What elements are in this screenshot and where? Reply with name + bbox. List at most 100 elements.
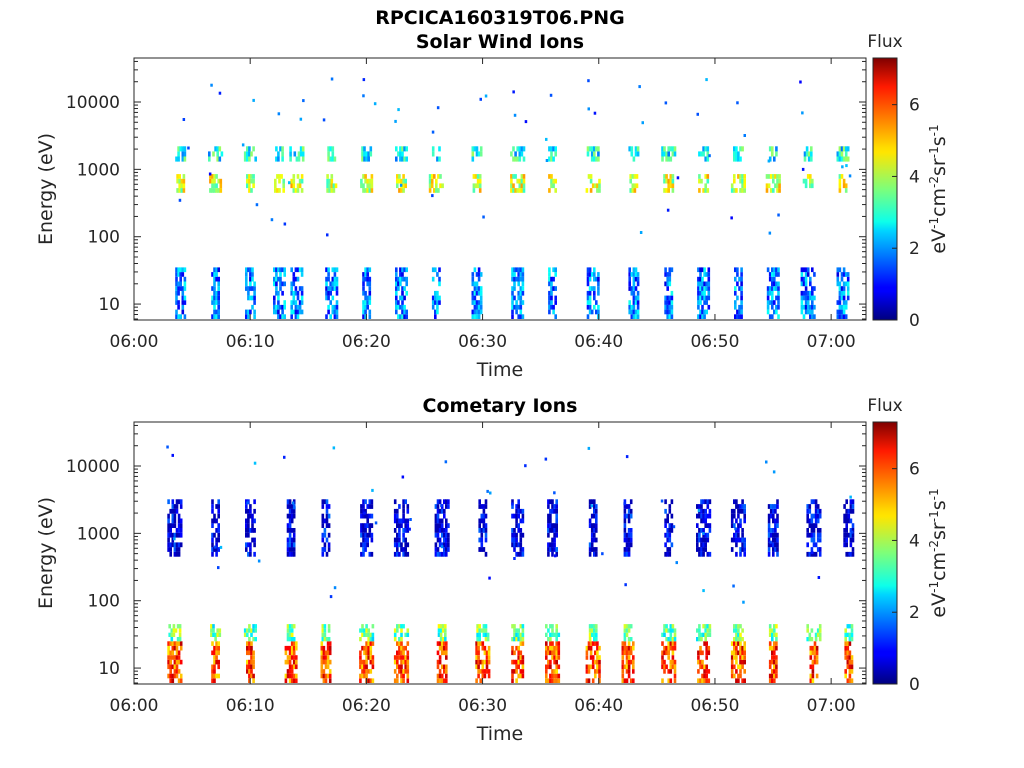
spectrogram-cell [547, 518, 550, 524]
spectrogram-cell [182, 183, 186, 189]
spectrogram-cell [627, 542, 631, 548]
spectrogram-cell [439, 637, 443, 642]
spectrogram-cell [769, 532, 773, 538]
spectrogram-cell [735, 624, 738, 629]
spectrogram-cell [836, 151, 840, 157]
spectrogram-cell [842, 286, 846, 291]
spectrogram-cell [298, 178, 302, 184]
spectrogram-cell [816, 628, 820, 633]
spectrogram-cell [555, 523, 558, 528]
spectrogram-cell [703, 267, 706, 273]
spectrogram-cell [736, 267, 739, 273]
spectrogram-cell [249, 295, 252, 301]
spectrogram-cell [699, 314, 702, 319]
spectrogram-cell [549, 523, 552, 528]
spectrogram-cell [373, 102, 377, 106]
spectrogram-cell [593, 151, 596, 157]
spectrogram-cell [813, 650, 817, 656]
spectrogram-cell [598, 669, 601, 674]
spectrogram-cell [326, 641, 330, 646]
spectrogram-cell [595, 523, 598, 528]
spectrogram-cell [175, 528, 179, 533]
spectrogram-cell [766, 304, 770, 310]
spectrogram-cell [213, 276, 216, 282]
spectrogram-cell [704, 542, 707, 548]
spectrogram-cell [370, 551, 374, 557]
spectrogram-cell [588, 542, 592, 548]
spectrogram-cell [284, 650, 288, 656]
spectrogram-cell [369, 655, 373, 660]
spectrogram-cell [322, 655, 326, 660]
spectrogram-cell [248, 183, 251, 189]
spectrogram-cell [177, 650, 181, 656]
spectrogram-cell [551, 551, 554, 557]
spectrogram-cell [440, 673, 444, 679]
spectrogram-cell [844, 281, 848, 287]
spectrogram-cell [671, 641, 675, 646]
spectrogram-cell [213, 188, 216, 193]
spectrogram-cell [243, 628, 247, 633]
spectrogram-cell [295, 645, 298, 651]
spectrogram-cell [708, 528, 712, 533]
spectrogram-cell [436, 272, 439, 277]
spectrogram-cell [811, 309, 814, 315]
spectrogram-cell [484, 537, 488, 543]
spectrogram-cell [275, 146, 278, 152]
spectrogram-cell [333, 314, 337, 319]
spectrogram-cell [806, 174, 810, 179]
spectrogram-cell [397, 304, 400, 310]
spectrogram-cell [700, 551, 703, 557]
spectrogram-cell [250, 669, 253, 674]
spectrogram-cell [517, 523, 520, 528]
spectrogram-cell [292, 174, 296, 179]
spectrogram-cell [673, 664, 677, 670]
spectrogram-cell [846, 290, 850, 296]
spectrogram-cell [294, 276, 298, 282]
spectrogram-cell [183, 156, 187, 162]
spectrogram-cell [803, 156, 807, 162]
spectrogram-cell [849, 542, 853, 548]
spectrogram-cell [406, 669, 410, 674]
spectrogram-cell [636, 314, 640, 319]
spectrogram-cell [283, 314, 286, 319]
spectrogram-cell [623, 502, 626, 506]
spectrogram-cell [396, 664, 399, 670]
spectrogram-cell [669, 174, 673, 179]
spectrogram-cell [849, 528, 853, 533]
spectrogram-cell [774, 547, 777, 552]
spectrogram-cell [629, 542, 633, 548]
spectrogram-cell [175, 276, 178, 282]
spectrogram-cell [487, 650, 491, 656]
spectrogram-cell [326, 178, 329, 184]
spectrogram-cell [548, 290, 551, 296]
spectrogram-cell [775, 146, 778, 152]
spectrogram-cell [169, 664, 172, 670]
spectrogram-cell [361, 146, 364, 152]
spectrogram-cell [253, 551, 256, 557]
spectrogram-cell [284, 659, 288, 665]
spectrogram-cell [737, 504, 740, 509]
spectrogram-cell [250, 178, 253, 184]
spectrogram-cell [403, 314, 406, 319]
spectrogram-cell [210, 83, 213, 87]
spectrogram-cell [627, 641, 631, 646]
spectrogram-cell [445, 504, 448, 509]
spectrogram-cell [166, 445, 169, 449]
spectrogram-cell [844, 156, 848, 162]
spectrogram-cell [362, 537, 365, 543]
spectrogram-cell [700, 518, 703, 524]
spectrogram-cell [702, 151, 705, 157]
spectrogram-cell [844, 151, 848, 157]
spectrogram-cell [482, 628, 486, 633]
spectrogram-cell [217, 267, 220, 273]
spectrogram-cell [475, 146, 479, 152]
spectrogram-cell [398, 178, 401, 184]
spectrogram-cell [320, 645, 324, 651]
spectrogram-cell [629, 659, 633, 665]
spectrogram-cell [555, 637, 558, 642]
spectrogram-cell [247, 513, 250, 519]
spectrogram-cell [325, 637, 329, 642]
spectrogram-cell [211, 641, 214, 646]
spectrogram-cell [281, 314, 284, 319]
spectrogram-cell [701, 678, 704, 683]
